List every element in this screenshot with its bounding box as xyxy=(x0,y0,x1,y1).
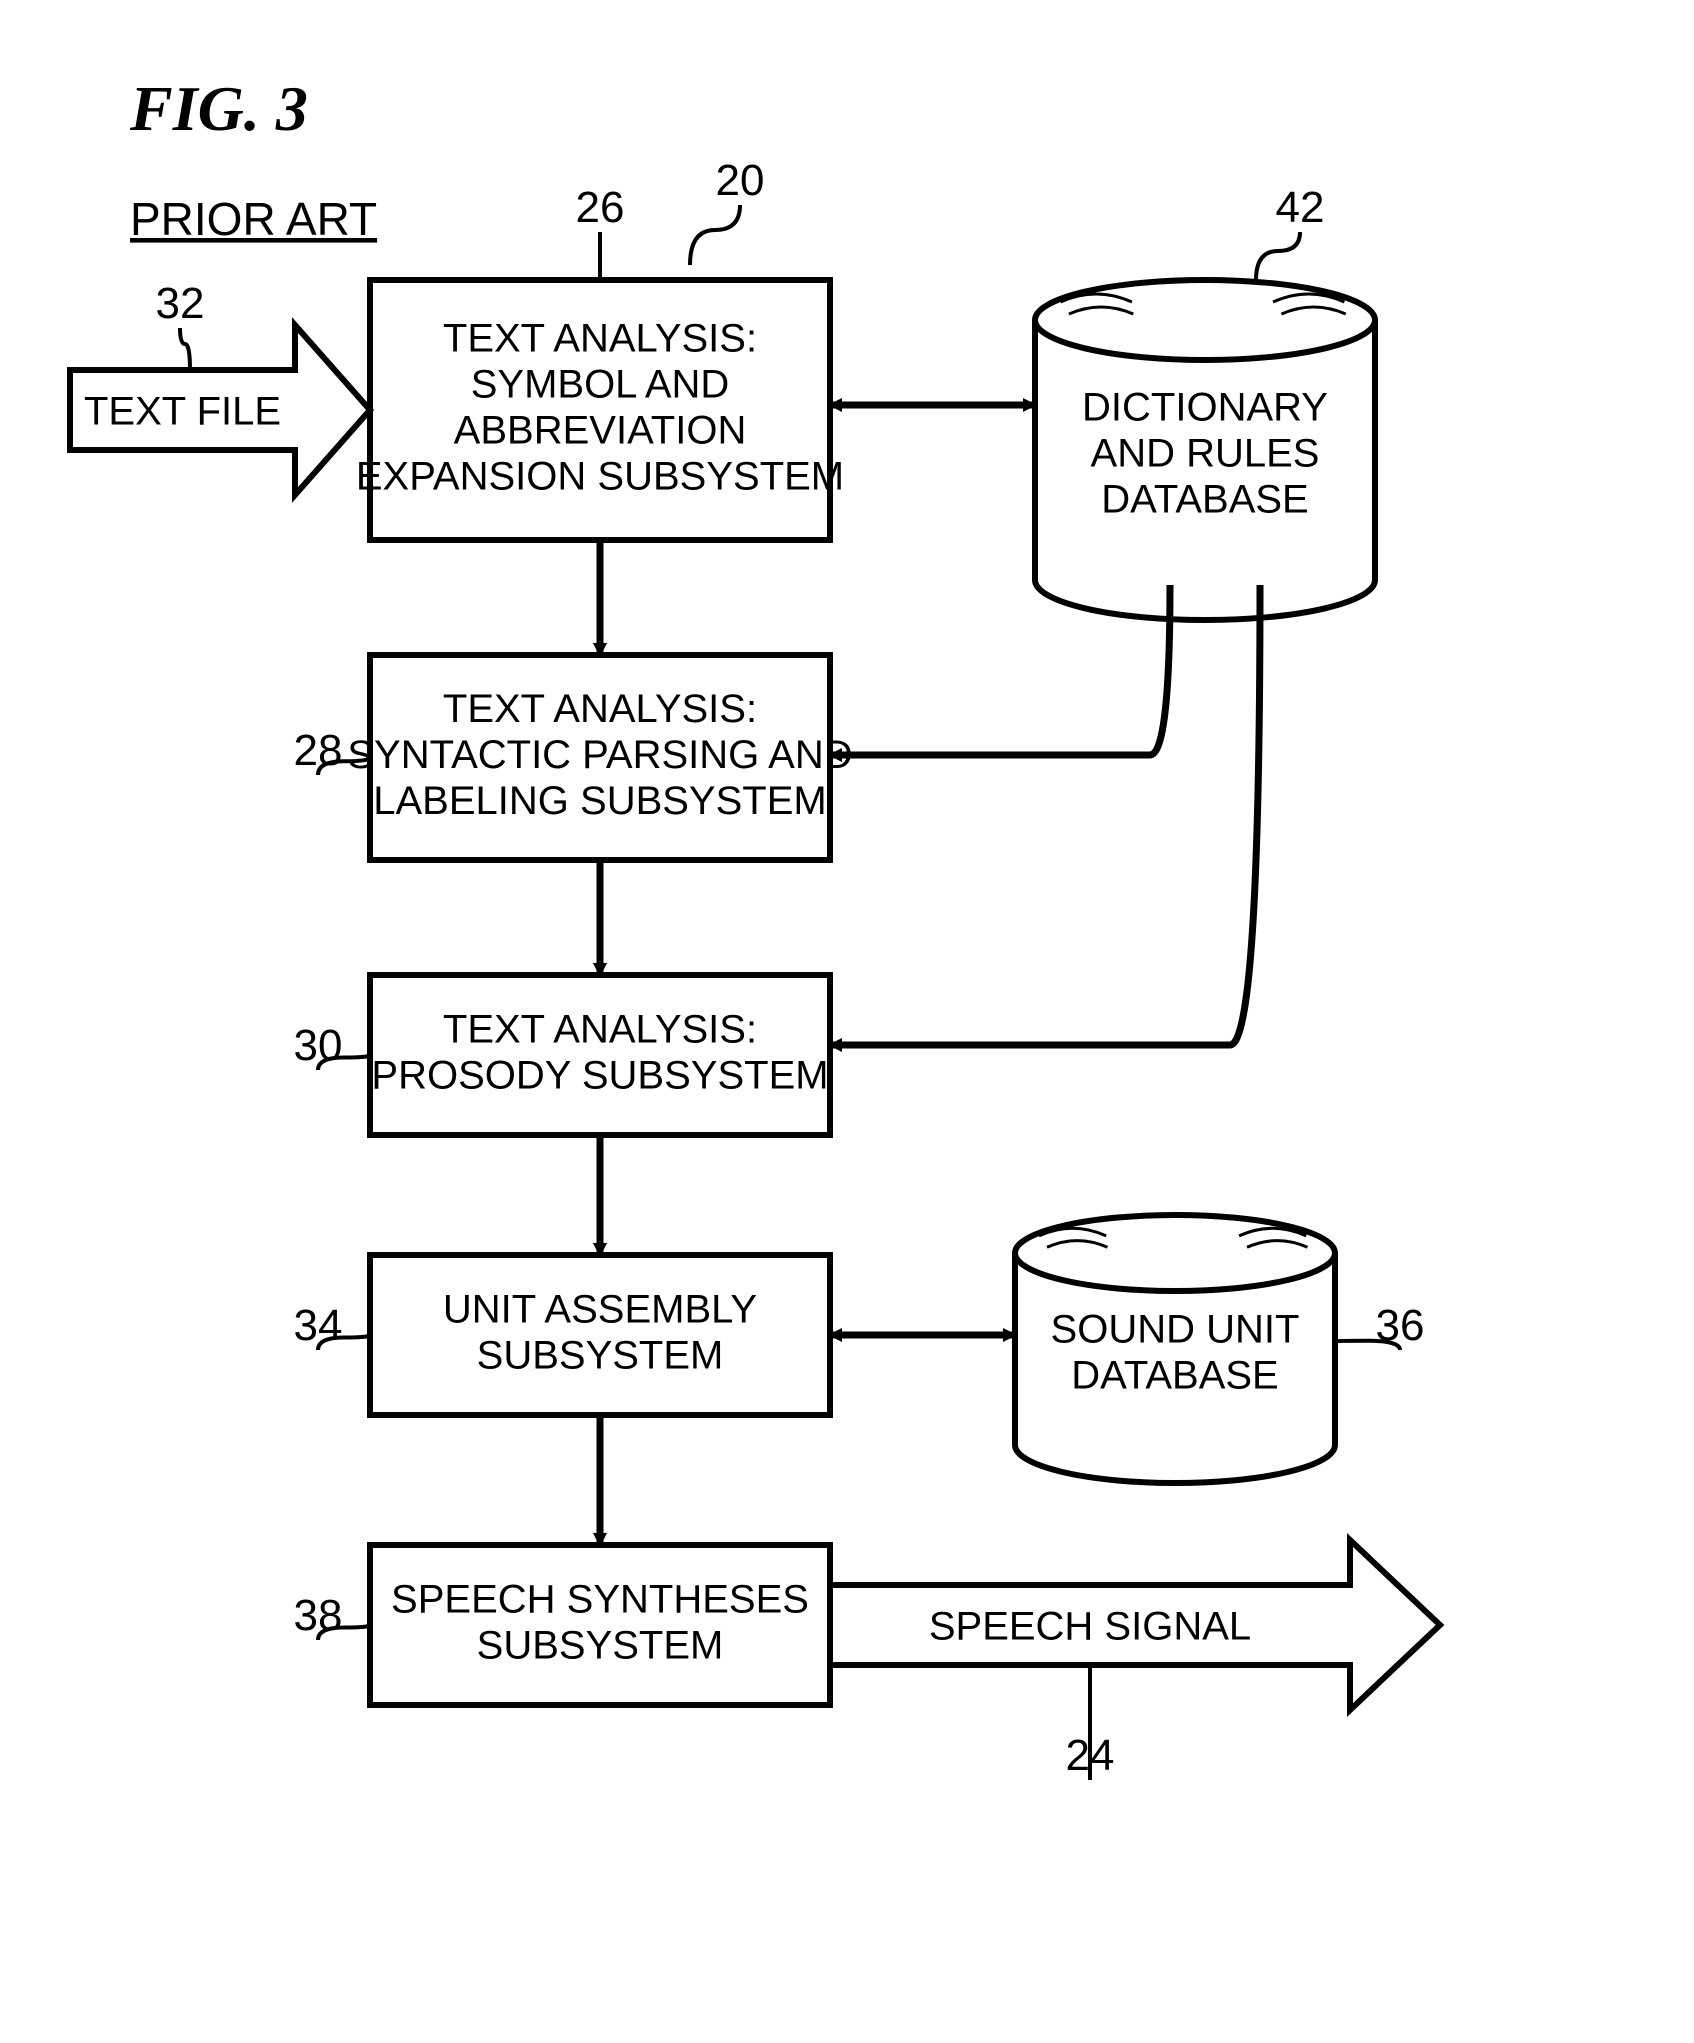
svg-text:DATABASE: DATABASE xyxy=(1101,478,1308,522)
svg-text:PROSODY SUBSYSTEM: PROSODY SUBSYSTEM xyxy=(371,1054,828,1098)
svg-text:SUBSYSTEM: SUBSYSTEM xyxy=(477,1334,724,1378)
svg-text:EXPANSION SUBSYSTEM: EXPANSION SUBSYSTEM xyxy=(356,455,844,499)
svg-text:TEXT ANALYSIS:: TEXT ANALYSIS: xyxy=(443,1008,757,1052)
ref-32: 32 xyxy=(156,279,205,328)
svg-text:SYMBOL AND: SYMBOL AND xyxy=(471,363,730,407)
svg-text:TEXT FILE: TEXT FILE xyxy=(84,390,281,434)
ref-32 xyxy=(180,328,190,370)
svg-text:SUBSYSTEM: SUBSYSTEM xyxy=(477,1624,724,1668)
ref-42: 42 xyxy=(1276,183,1325,232)
svg-text:SYNTACTIC PARSING AND: SYNTACTIC PARSING AND xyxy=(347,733,852,777)
ref-28: 28 xyxy=(294,726,343,775)
svg-text:TEXT ANALYSIS:: TEXT ANALYSIS: xyxy=(443,317,757,361)
ref-26: 26 xyxy=(576,183,625,232)
ref-24: 24 xyxy=(1066,1731,1115,1780)
connector-7 xyxy=(830,585,1260,1045)
svg-text:SPEECH SIGNAL: SPEECH SIGNAL xyxy=(929,1605,1251,1649)
ref-34: 34 xyxy=(294,1301,343,1350)
svg-text:SOUND UNIT: SOUND UNIT xyxy=(1051,1308,1300,1352)
svg-text:TEXT ANALYSIS:: TEXT ANALYSIS: xyxy=(443,687,757,731)
ref-20 xyxy=(690,205,740,265)
svg-text:SPEECH SYNTHESES: SPEECH SYNTHESES xyxy=(391,1578,809,1622)
svg-text:ABBREVIATION: ABBREVIATION xyxy=(454,409,747,453)
prior-art-label: PRIOR ART xyxy=(130,193,377,245)
ref-36: 36 xyxy=(1376,1301,1425,1350)
svg-text:UNIT ASSEMBLY: UNIT ASSEMBLY xyxy=(443,1288,757,1332)
ref-38: 38 xyxy=(294,1591,343,1640)
ref-42 xyxy=(1256,232,1300,280)
ref-20: 20 xyxy=(716,156,765,205)
svg-text:LABELING SUBSYSTEM: LABELING SUBSYSTEM xyxy=(373,779,826,823)
ref-30: 30 xyxy=(294,1021,343,1070)
svg-text:AND RULES: AND RULES xyxy=(1091,432,1320,476)
svg-text:DATABASE: DATABASE xyxy=(1071,1354,1278,1398)
figure-title: FIG. 3 xyxy=(129,73,308,144)
svg-text:DICTIONARY: DICTIONARY xyxy=(1082,386,1328,430)
